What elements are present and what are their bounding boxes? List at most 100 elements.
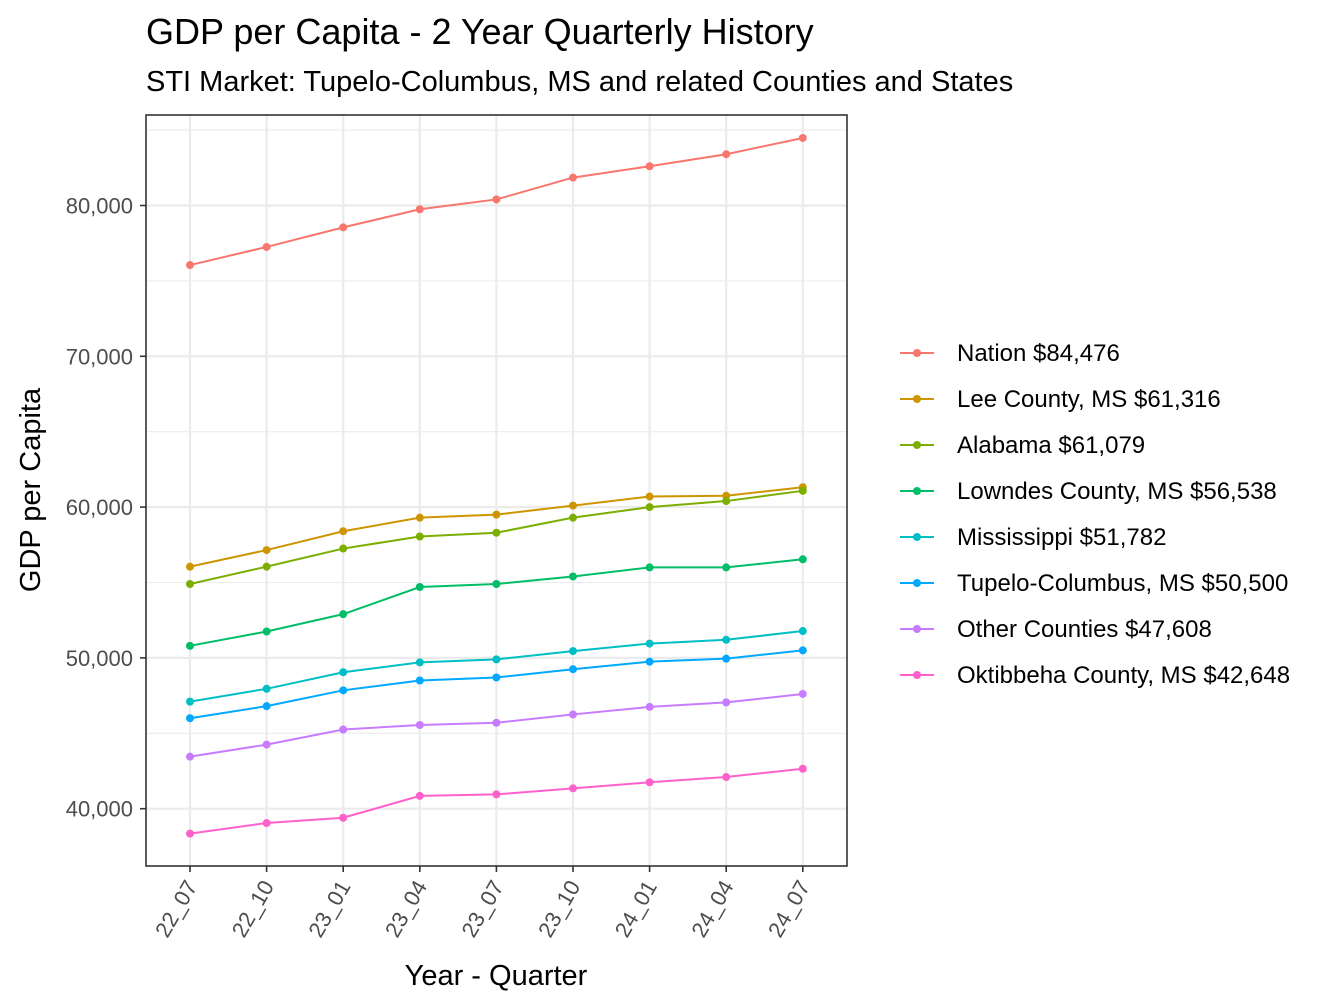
data-point: [798, 646, 807, 655]
legend-key-point: [913, 349, 921, 357]
data-point: [262, 684, 271, 693]
legend-item: Nation $84,476: [900, 340, 1120, 367]
y-tick-label: 50,000: [66, 646, 133, 671]
legend-label: Tupelo-Columbus, MS $50,500: [957, 570, 1288, 597]
data-point: [339, 527, 348, 536]
x-tick-label: 23_10: [533, 876, 585, 941]
data-point: [186, 562, 194, 571]
data-point: [415, 583, 424, 592]
plot-series: [186, 133, 807, 838]
data-point: [569, 710, 577, 719]
legend-label: Alabama $61,079: [957, 432, 1145, 459]
data-point: [415, 205, 424, 214]
chart-subtitle: STI Market: Tupelo-Columbus, MS and rela…: [146, 66, 1013, 98]
data-point: [798, 627, 807, 636]
legend-item: Lee County, MS $61,316: [900, 386, 1221, 413]
x-tick-label: 22_07: [150, 876, 202, 941]
legend-key-point: [913, 579, 921, 587]
data-point: [339, 544, 348, 553]
data-point: [798, 555, 807, 564]
data-point: [722, 635, 731, 644]
data-point: [722, 563, 731, 572]
data-point: [798, 133, 807, 142]
y-axis-title: GDP per Capita: [15, 387, 47, 592]
data-point: [722, 773, 731, 782]
data-point: [645, 702, 654, 711]
y-tick-label: 40,000: [66, 797, 133, 822]
data-point: [262, 242, 271, 251]
data-point: [569, 513, 577, 522]
data-point: [569, 173, 577, 182]
chart-title: GDP per Capita - 2 Year Quarterly Histor…: [146, 11, 814, 52]
data-point: [798, 486, 807, 495]
data-point: [415, 791, 424, 800]
data-point: [186, 697, 194, 706]
data-point: [415, 532, 424, 541]
data-point: [798, 764, 807, 773]
data-point: [186, 714, 194, 723]
legend-key-point: [913, 487, 921, 495]
data-point: [645, 492, 654, 501]
data-point: [186, 752, 194, 761]
legend-label: Lowndes County, MS $56,538: [957, 478, 1277, 505]
y-tick-label: 70,000: [66, 344, 133, 369]
data-point: [798, 689, 807, 698]
data-point: [492, 195, 501, 204]
data-point: [645, 162, 654, 171]
data-point: [186, 641, 194, 650]
data-point: [262, 627, 271, 636]
legend: Nation $84,476 Lee County, MS $61,316 Alab…: [900, 340, 1290, 689]
legend-key-point: [913, 441, 921, 449]
data-point: [339, 223, 348, 232]
data-point: [186, 261, 194, 270]
x-tick-label: 24_04: [686, 876, 738, 941]
data-point: [492, 655, 501, 664]
data-point: [415, 720, 424, 729]
x-tick-label: 23_04: [380, 876, 432, 941]
legend-label: Lee County, MS $61,316: [957, 386, 1221, 413]
data-point: [645, 639, 654, 648]
data-point: [339, 668, 348, 677]
data-point: [186, 829, 194, 838]
data-point: [339, 610, 348, 619]
data-point: [569, 572, 577, 581]
data-point: [415, 513, 424, 522]
data-point: [722, 497, 731, 506]
data-point: [186, 579, 194, 588]
legend-label: Other Counties $47,608: [957, 616, 1212, 643]
data-point: [569, 665, 577, 674]
data-point: [339, 686, 348, 695]
data-point: [492, 718, 501, 727]
legend-key-point: [913, 671, 921, 679]
x-tick-label: 23_01: [303, 876, 355, 941]
data-point: [262, 546, 271, 555]
legend-key-point: [913, 625, 921, 633]
x-tick-label: 24_07: [763, 876, 815, 941]
data-point: [645, 563, 654, 572]
series-0: [186, 133, 807, 270]
x-tick-label: 23_07: [456, 876, 508, 941]
data-point: [492, 579, 501, 588]
legend-label: Nation $84,476: [957, 340, 1120, 367]
series-3: [186, 555, 807, 650]
data-point: [492, 510, 501, 519]
series-6: [186, 689, 807, 761]
legend-item: Lowndes County, MS $56,538: [900, 478, 1277, 505]
data-point: [722, 698, 731, 707]
legend-item: Tupelo-Columbus, MS $50,500: [900, 570, 1288, 597]
data-point: [262, 702, 271, 711]
data-point: [339, 813, 348, 822]
y-tick-label: 80,000: [66, 193, 133, 218]
legend-item: Alabama $61,079: [900, 432, 1145, 459]
x-tick-label: 22_10: [227, 876, 279, 941]
data-point: [722, 150, 731, 159]
data-point: [262, 819, 271, 828]
data-point: [492, 790, 501, 799]
series-5: [186, 646, 807, 723]
data-point: [645, 778, 654, 787]
data-point: [569, 784, 577, 793]
series-7: [186, 764, 807, 838]
y-tick-label: 60,000: [66, 495, 133, 520]
x-axis-title: Year - Quarter: [405, 960, 588, 992]
